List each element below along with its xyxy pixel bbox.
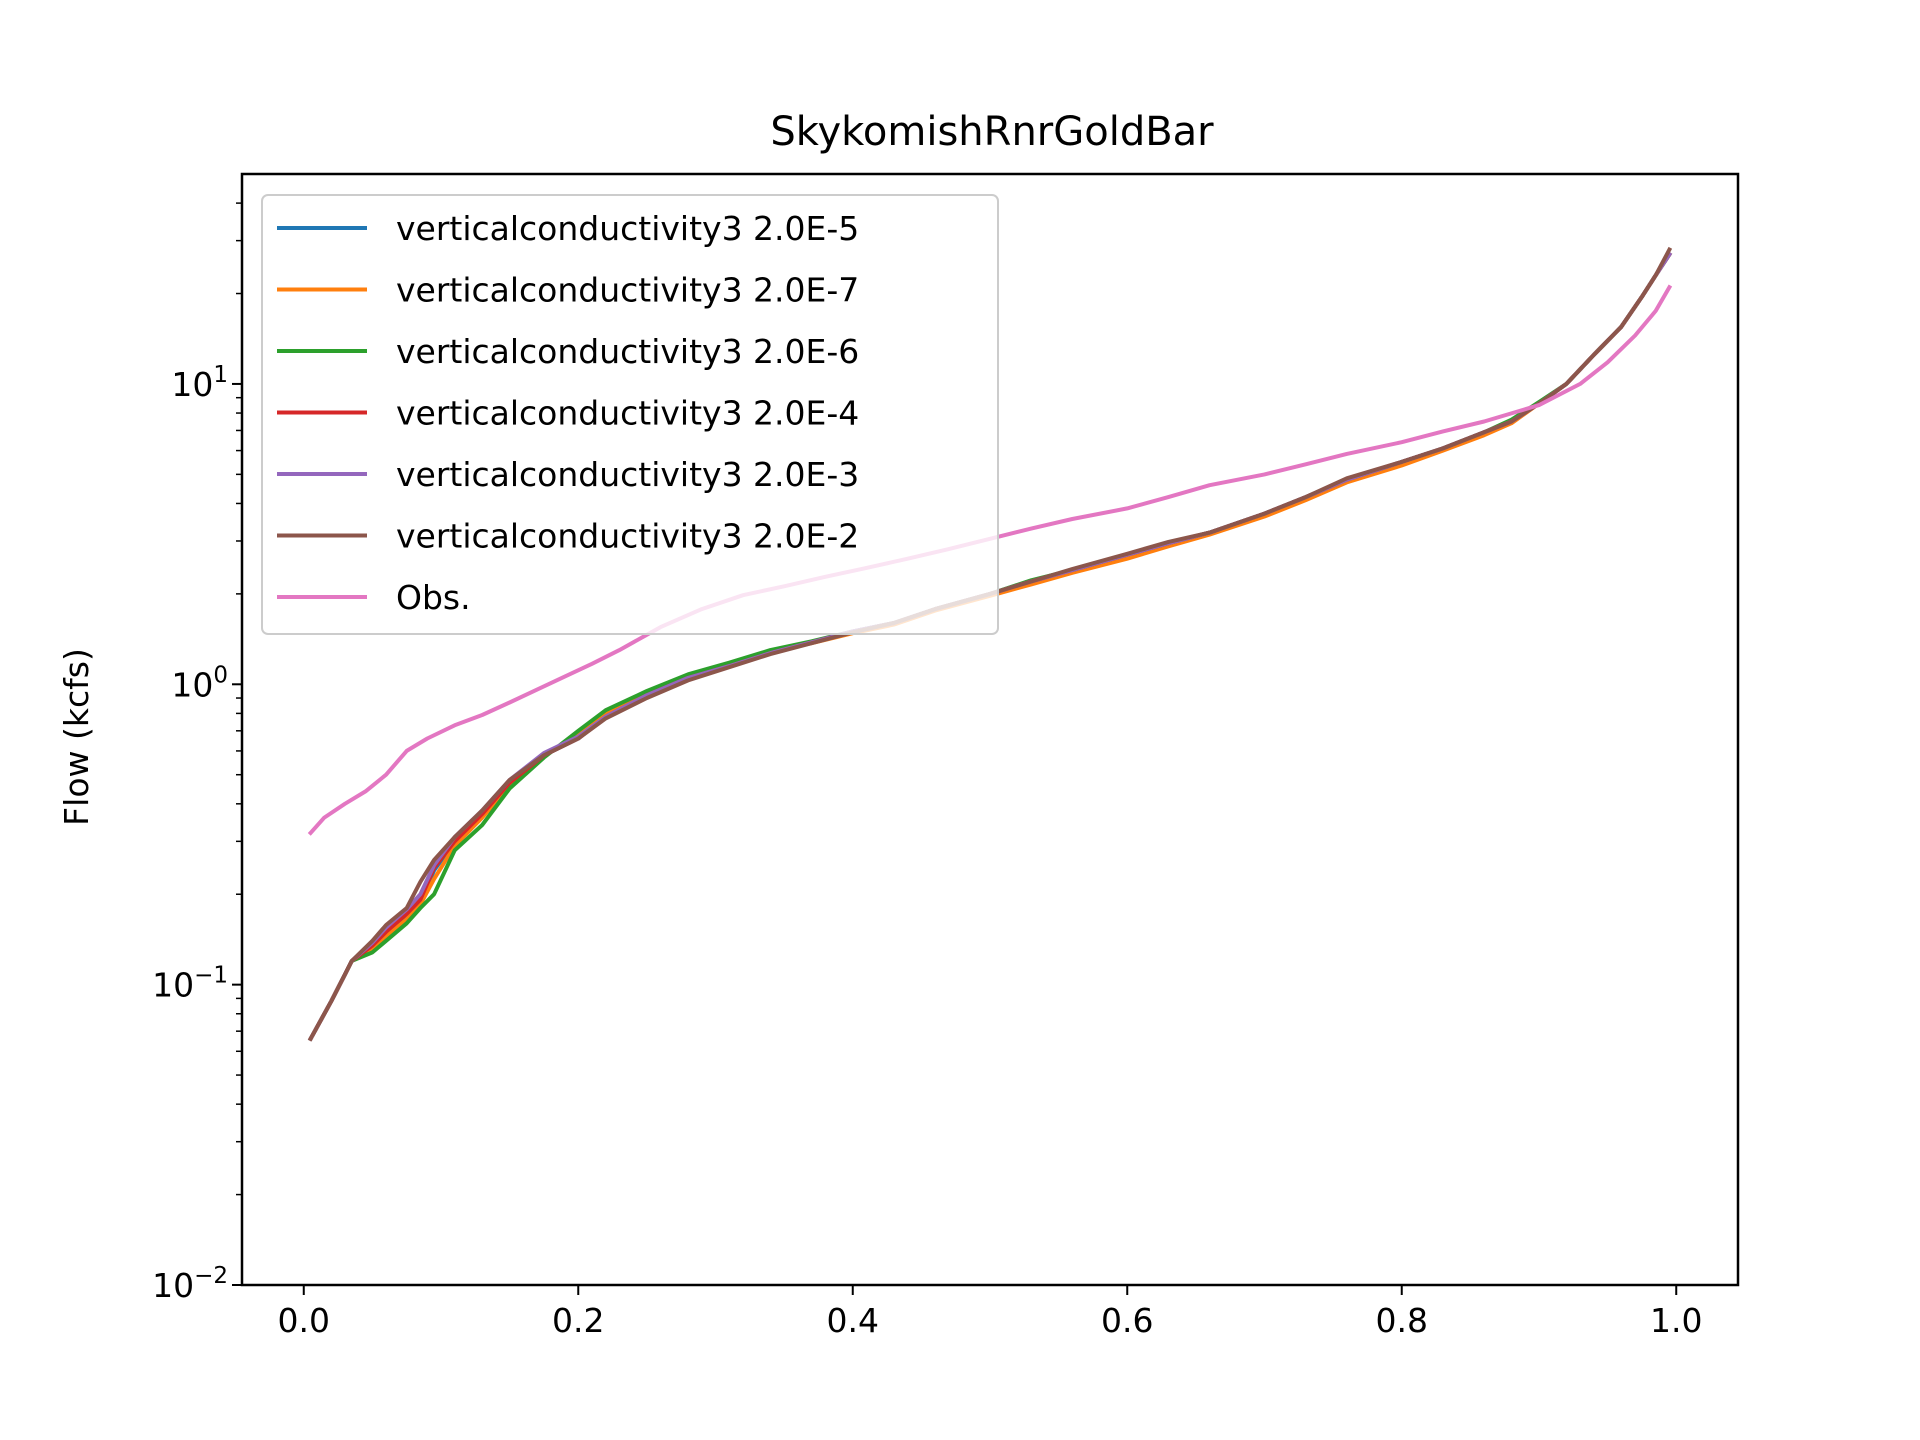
y-tick-label-2: 100 [171, 662, 228, 704]
x-tick-label-3: 0.6 [1101, 1301, 1153, 1340]
legend-label-3: verticalconductivity3 2.0E-4 [396, 394, 859, 433]
x-tick-label-4: 0.8 [1376, 1301, 1428, 1340]
x-tick-label-0: 0.0 [278, 1301, 330, 1340]
x-axis-ticks: 0.0 0.2 0.4 0.6 0.8 1.0 [278, 1285, 1702, 1340]
y-tick-label-1: 10−1 [152, 963, 228, 1005]
y-tick-label-3: 101 [171, 362, 228, 404]
legend-label-5: verticalconductivity3 2.0E-2 [396, 517, 859, 556]
x-tick-label-1: 0.2 [552, 1301, 604, 1340]
y-axis-label: Flow (kcfs) [57, 648, 96, 826]
y-axis-ticks: 10−2 10−1 100 101 [152, 202, 242, 1305]
y-tick-label-0: 10−2 [152, 1263, 228, 1305]
plot-frame [240, 172, 1740, 1287]
legend: verticalconductivity3 2.0E-5 verticalcond… [261, 194, 999, 635]
legend-label-4: verticalconductivity3 2.0E-3 [396, 455, 859, 494]
legend-box [261, 194, 999, 635]
legend-label-0: verticalconductivity3 2.0E-5 [396, 209, 859, 248]
chart-title: SkykomishRnrGoldBar [770, 109, 1214, 155]
x-tick-label-2: 0.4 [827, 1301, 879, 1340]
legend-label-2: verticalconductivity3 2.0E-6 [396, 332, 859, 371]
legend-label-6: Obs. [396, 578, 471, 617]
legend-label-1: verticalconductivity3 2.0E-7 [396, 271, 859, 310]
x-tick-label-5: 1.0 [1650, 1301, 1702, 1340]
